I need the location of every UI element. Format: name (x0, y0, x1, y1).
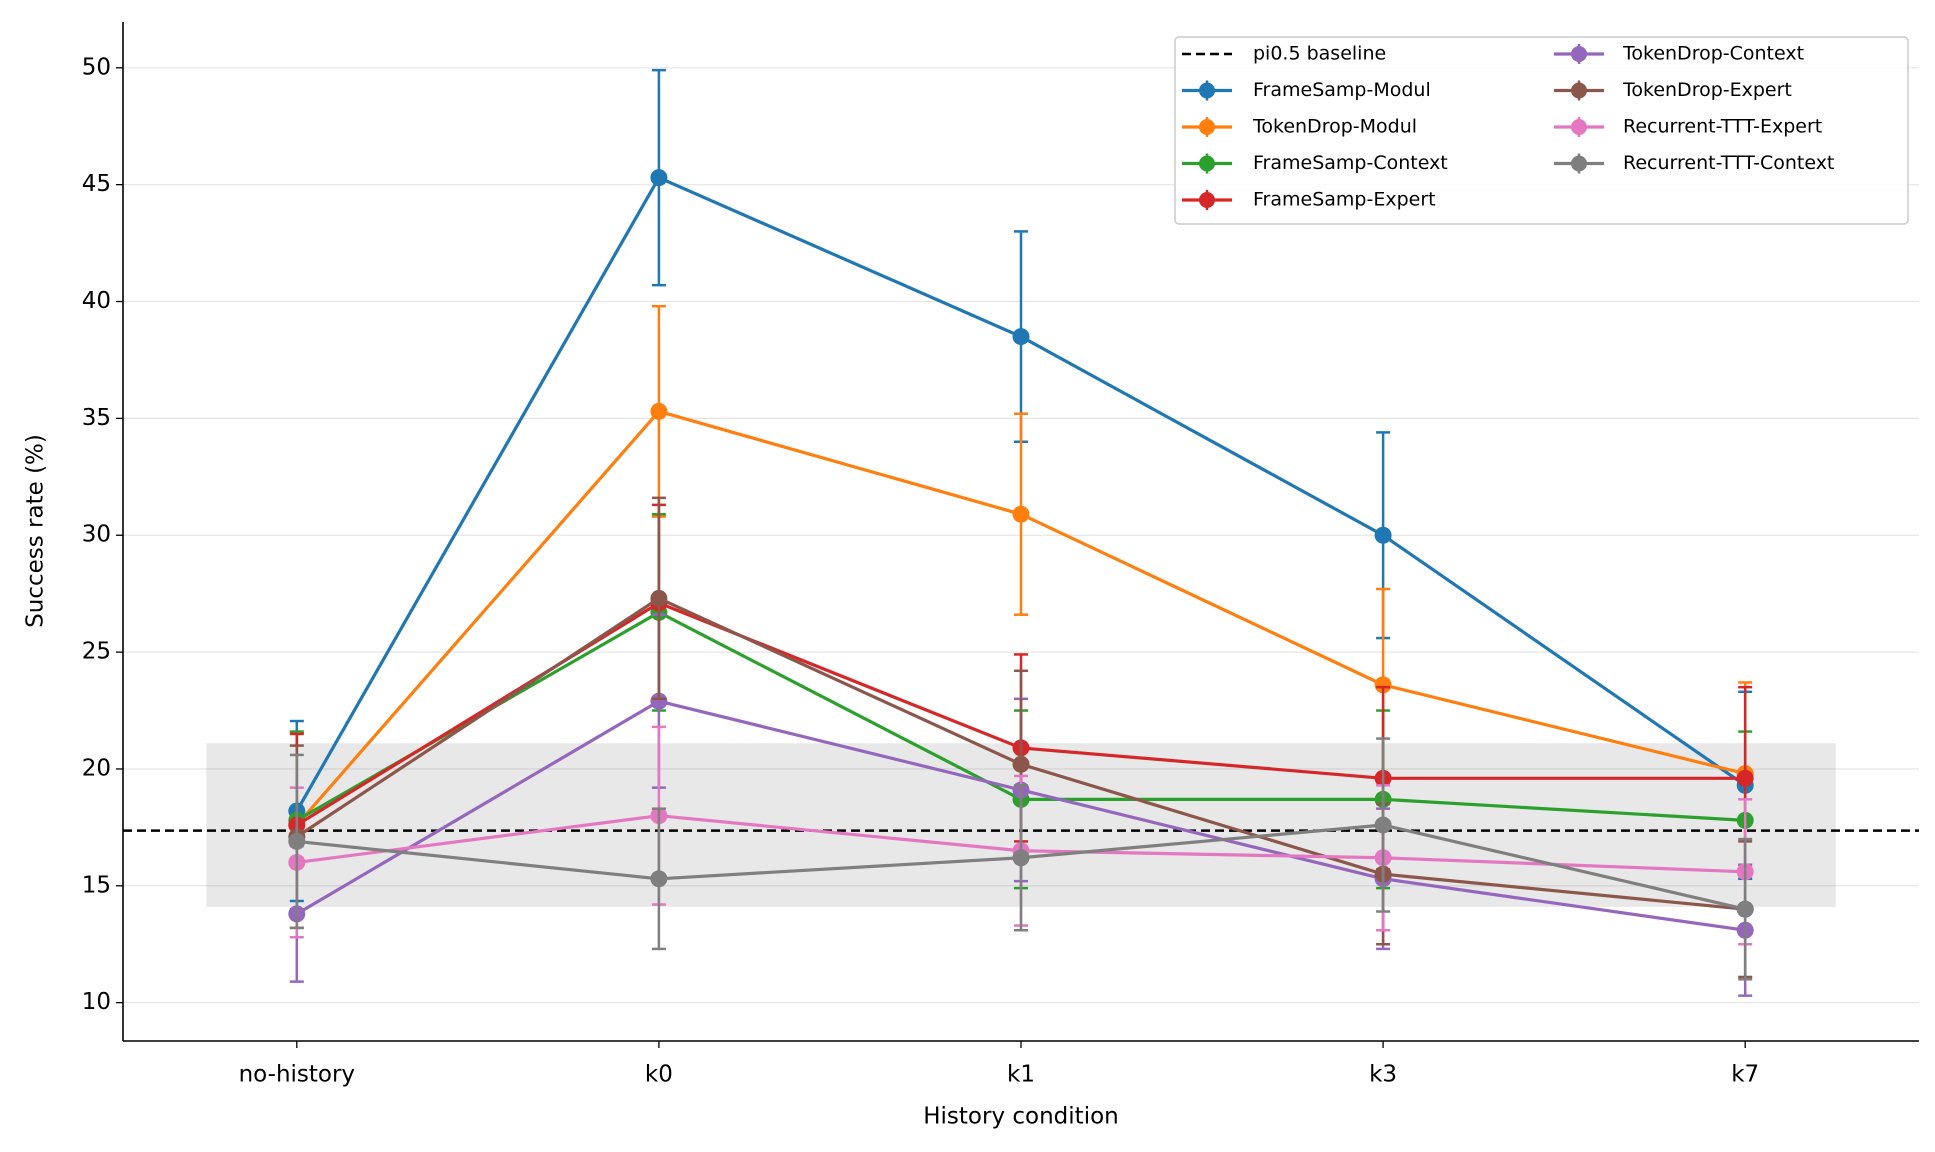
legend-marker (1571, 82, 1587, 99)
marker (1374, 816, 1392, 834)
x-tick-label: k0 (645, 1062, 673, 1088)
legend-marker (1571, 119, 1587, 135)
legend-marker (1199, 119, 1215, 135)
marker (1012, 328, 1030, 346)
marker (1012, 505, 1030, 523)
legend-entry: Recurrent-TTT-Context (1554, 152, 1834, 174)
legend-label: Recurrent-TTT-Expert (1623, 116, 1822, 138)
legend-marker (1199, 192, 1215, 208)
legend-entry: pi0.5 baseline (1182, 43, 1386, 65)
legend-entry: TokenDrop-Modul (1182, 116, 1417, 138)
legend-label: TokenDrop-Modul (1252, 116, 1417, 138)
y-tick-label: 10 (82, 989, 111, 1015)
legend-entry: Recurrent-TTT-Expert (1554, 116, 1822, 138)
legend-label: TokenDrop-Expert (1622, 79, 1792, 101)
y-tick-label: 35 (82, 405, 111, 431)
x-tick-label: no-history (239, 1062, 355, 1088)
y-tick-label: 45 (82, 171, 111, 197)
marker (650, 589, 668, 607)
legend-marker (1199, 155, 1215, 172)
marker (650, 870, 668, 888)
marker (1736, 769, 1754, 787)
y-tick-label: 50 (82, 54, 111, 80)
legend-entry: FrameSamp-Context (1182, 152, 1448, 174)
y-tick-label: 25 (82, 639, 111, 665)
legend-label: FrameSamp-Modul (1253, 79, 1431, 101)
legend-label: pi0.5 baseline (1253, 43, 1386, 65)
y-tick-label: 15 (82, 872, 111, 898)
marker (1374, 676, 1392, 694)
legend-entry: FrameSamp-Expert (1182, 189, 1436, 211)
legend-label: FrameSamp-Expert (1253, 189, 1436, 211)
legend-entry: TokenDrop-Expert (1554, 79, 1792, 101)
y-tick-label: 20 (82, 755, 111, 781)
marker (1012, 849, 1030, 867)
x-tick-label: k1 (1007, 1062, 1035, 1088)
legend: pi0.5 baseline FrameSamp-Modul TokenDrop-M… (1174, 36, 1909, 225)
legend-marker (1571, 155, 1587, 172)
x-tick-label: k3 (1369, 1062, 1397, 1088)
marker (1374, 526, 1392, 544)
marker (288, 832, 306, 850)
legend-marker (1199, 82, 1215, 99)
marker (650, 169, 668, 187)
marker (1736, 900, 1754, 918)
marker (1012, 755, 1030, 773)
legend-label: TokenDrop-Context (1622, 43, 1804, 65)
marker (650, 692, 668, 710)
y-tick-label: 40 (82, 288, 111, 314)
legend-box (1174, 36, 1909, 225)
marker (650, 402, 668, 420)
legend-marker (1571, 46, 1587, 62)
legend-entry: TokenDrop-Context (1554, 43, 1804, 65)
y-tick-label: 30 (82, 522, 111, 548)
legend-label: Recurrent-TTT-Context (1623, 152, 1834, 174)
legend-entry: FrameSamp-Modul (1182, 79, 1431, 101)
x-axis-label: History condition (923, 1104, 1118, 1130)
y-axis-label: Success rate (%) (23, 434, 49, 628)
legend-label: FrameSamp-Context (1253, 152, 1448, 174)
x-tick-label: k7 (1731, 1062, 1759, 1088)
